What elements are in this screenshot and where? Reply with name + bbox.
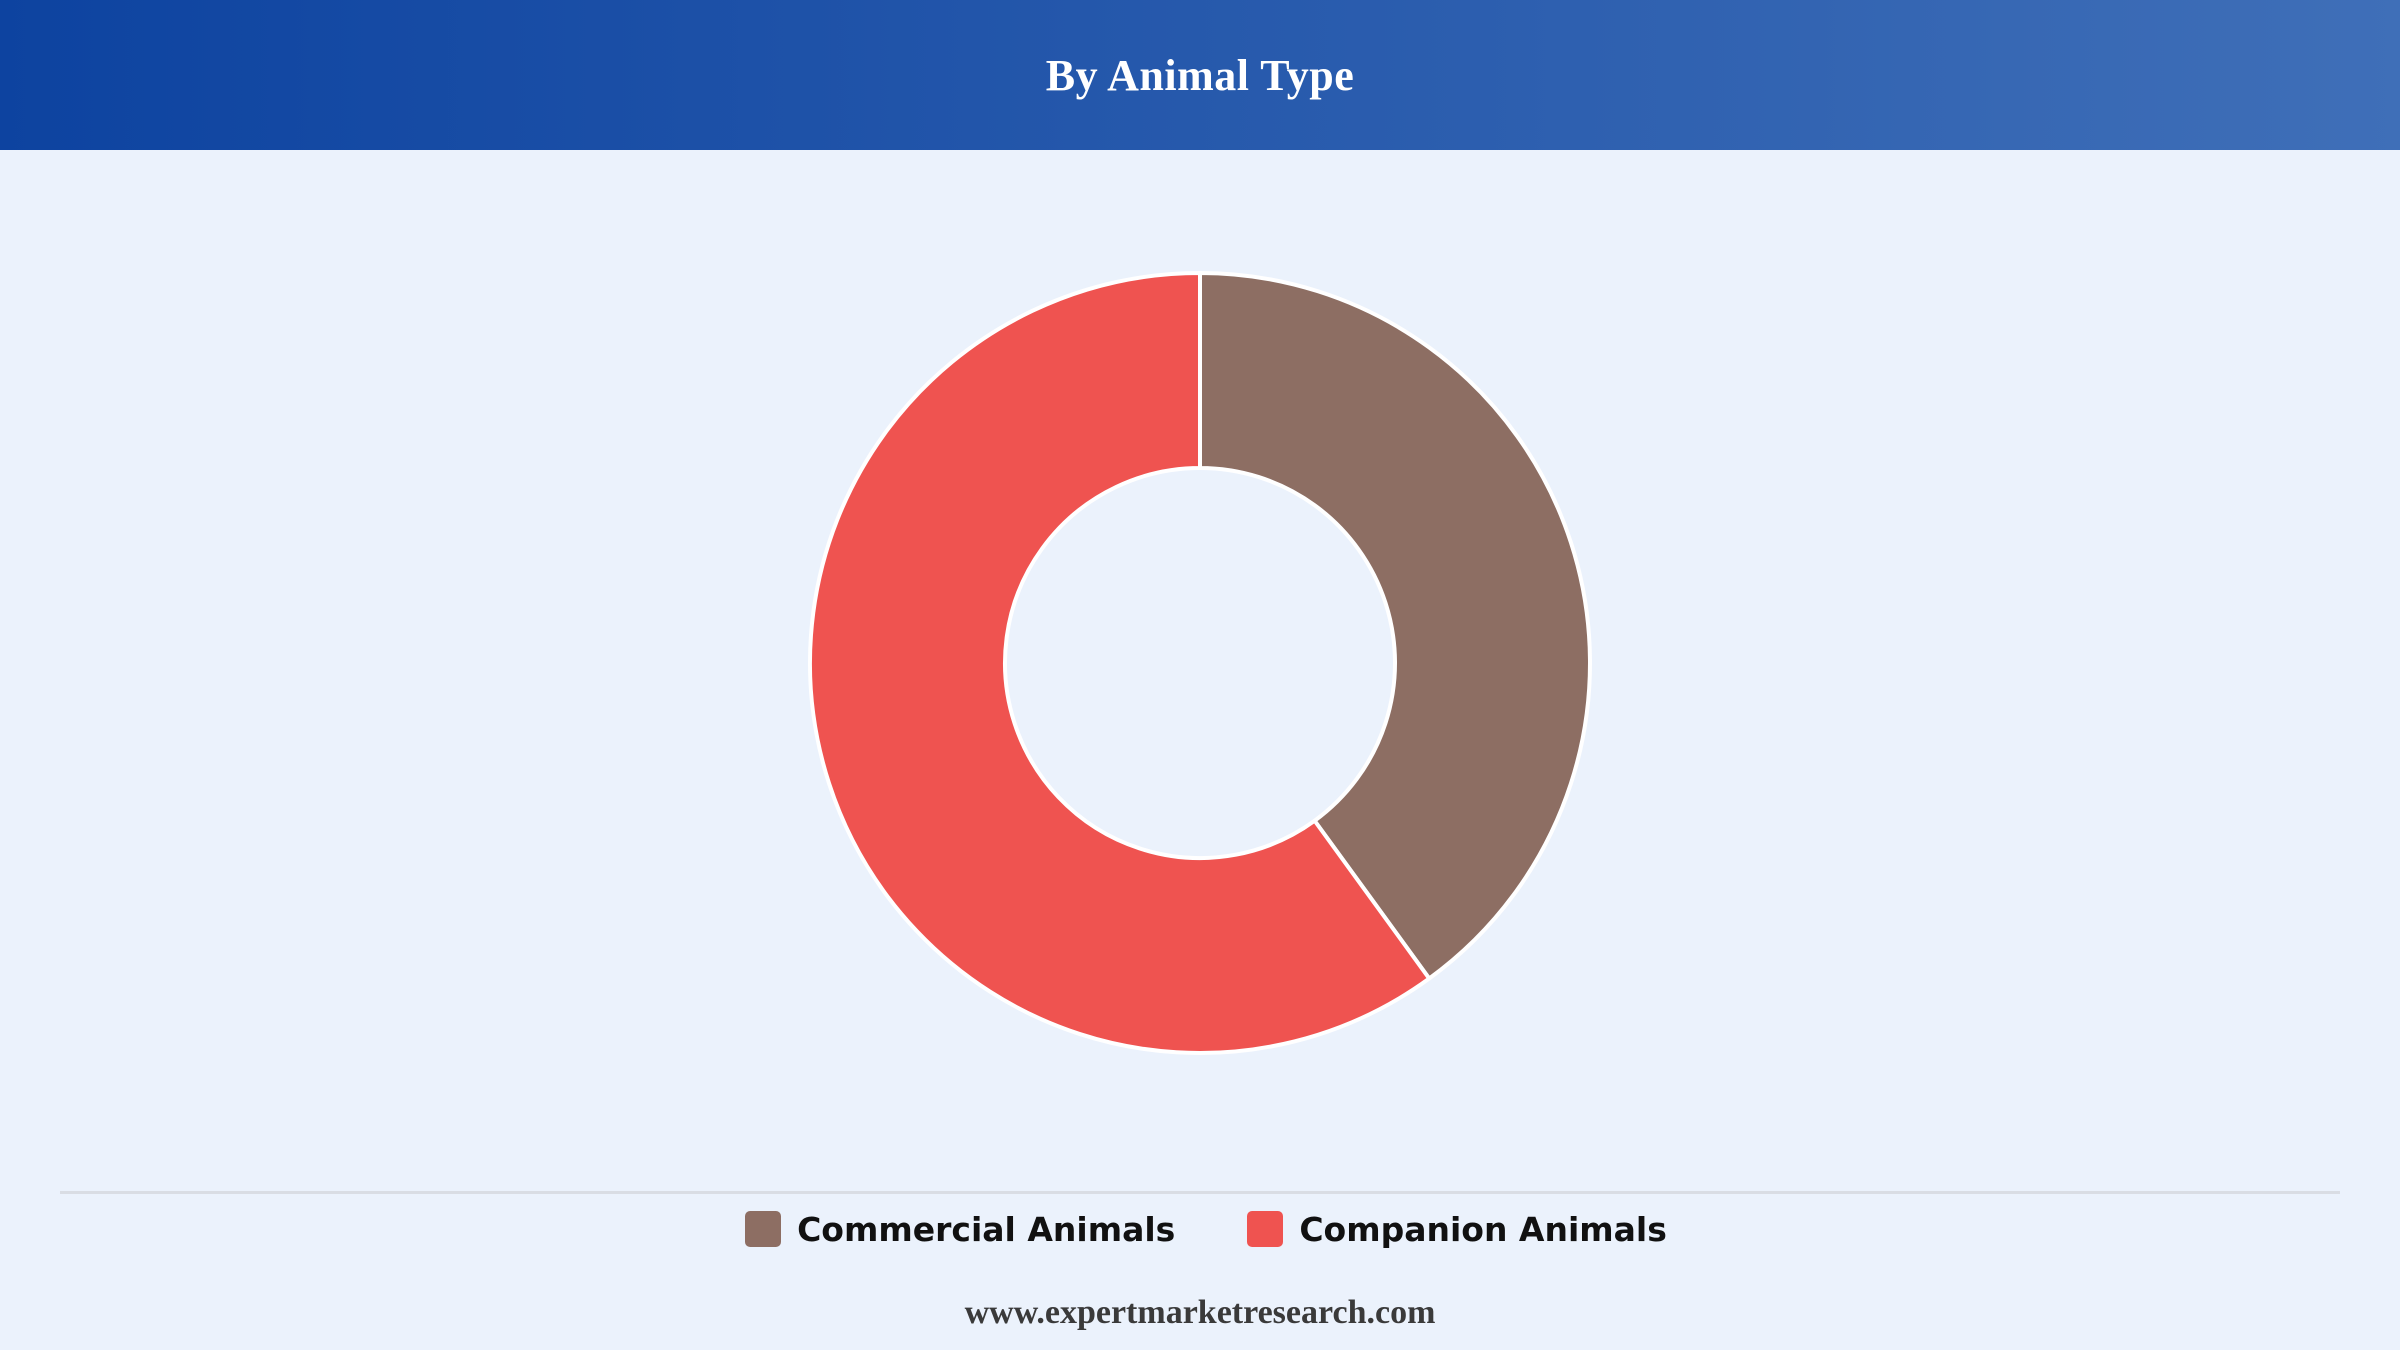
legend-label-commercial-animals: Commercial Animals <box>797 1209 1176 1249</box>
donut-slice-companion-animals[interactable] <box>808 271 1432 1055</box>
donut-chart <box>808 271 1592 1055</box>
legend-swatch-companion-animals <box>1247 1211 1284 1247</box>
chart-area <box>0 150 2400 1190</box>
donut-slice-commercial-animals[interactable] <box>1198 271 1592 981</box>
source-url: www.expertmarketresearch.com <box>964 1294 1436 1331</box>
legend-divider <box>60 1191 2340 1194</box>
chart-title: By Animal Type <box>1045 50 1355 100</box>
chart-header: By Animal Type <box>0 0 2400 150</box>
legend-item-commercial-animals[interactable]: Commercial Animals <box>745 1210 1175 1249</box>
chart-legend: Commercial Animals Companion Animals <box>0 1203 2400 1255</box>
legend-item-companion-animals[interactable]: Companion Animals <box>1247 1210 1667 1249</box>
legend-swatch-commercial-animals <box>745 1211 782 1247</box>
legend-label-companion-animals: Companion Animals <box>1299 1209 1667 1249</box>
